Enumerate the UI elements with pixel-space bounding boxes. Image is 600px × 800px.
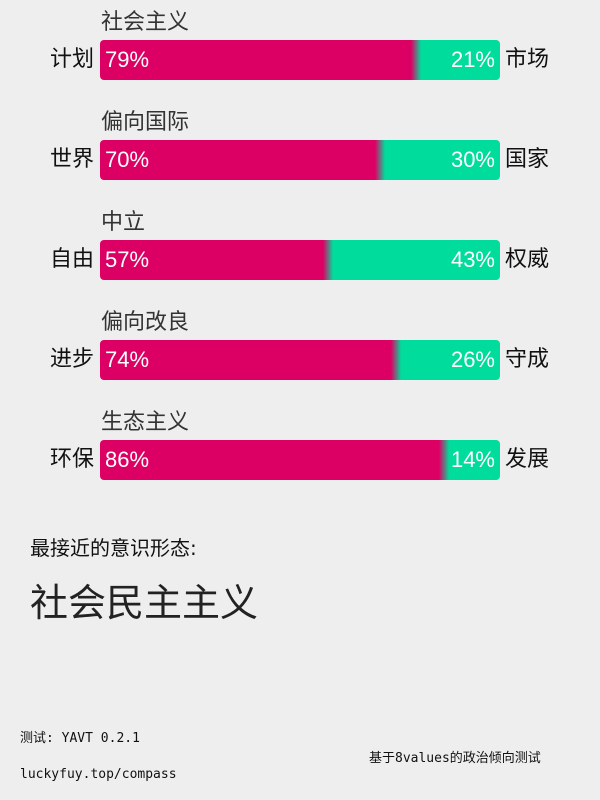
right-percent: 14% [450,447,495,472]
right-percent: 21% [450,47,495,72]
closest-ideology-label: 最接近的意识形态: [30,536,197,560]
axis-bar: 74% 26% [100,340,500,380]
site-url: luckyfuy.top/compass [20,767,177,782]
axis-row: 偏向改良 进步 74% 26% 守成 [0,300,600,400]
right-label: 市场 [505,47,550,72]
axis-bar: 86% 14% [100,440,500,480]
left-percent: 70% [105,147,150,172]
right-percent: 43% [450,247,495,272]
left-percent: 79% [105,47,150,72]
right-label: 国家 [505,147,550,172]
axis-title: 偏向改良 [101,310,190,335]
axis-row: 社会主义 计划 79% 21% 市场 [0,0,600,100]
right-label: 守成 [505,347,550,372]
left-percent: 74% [105,347,150,372]
axis-row: 生态主义 环保 86% 14% 发展 [0,400,600,500]
axis-bar: 70% 30% [100,140,500,180]
axis-bar: 57% 43% [100,240,500,280]
right-label: 发展 [505,447,550,472]
credit-text: 基于8values的政治倾向测试 [369,751,541,766]
left-percent: 57% [105,247,150,272]
axis-row: 中立 自由 57% 43% 权威 [0,200,600,300]
left-label: 进步 [49,347,94,372]
axis-row: 偏向国际 世界 70% 30% 国家 [0,100,600,200]
right-percent: 26% [450,347,495,372]
left-label: 世界 [49,147,94,172]
version-text: 测试: YAVT 0.2.1 [20,731,140,746]
left-label: 计划 [49,47,94,72]
closest-ideology: 社会民主主义 [30,581,259,625]
right-percent: 30% [450,147,495,172]
left-percent: 86% [105,447,150,472]
axis-title: 社会主义 [101,10,190,35]
axis-bar: 79% 21% [100,40,500,80]
axis-title: 生态主义 [101,410,190,435]
right-label: 权威 [505,247,550,272]
axis-title: 中立 [101,210,146,235]
axis-title: 偏向国际 [101,110,190,135]
left-label: 自由 [49,247,94,272]
left-label: 环保 [49,447,94,472]
